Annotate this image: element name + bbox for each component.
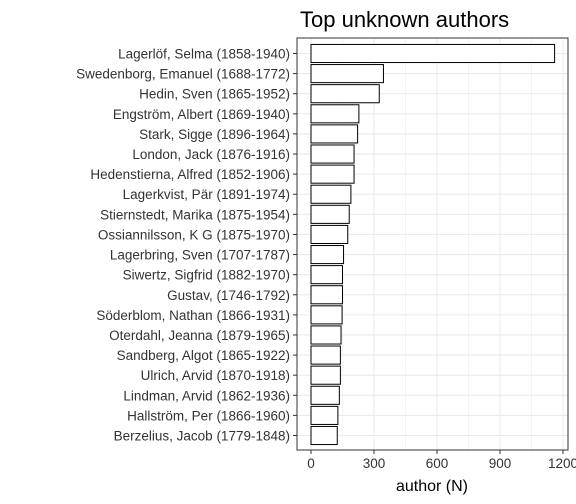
bar — [310, 385, 340, 405]
bar — [310, 305, 343, 325]
category-label: Lagerbring, Sven (1707-1787) — [110, 248, 290, 263]
category-label: Oterdahl, Jeanna (1879-1965) — [109, 328, 290, 343]
category-label: Berzelius, Jacob (1779-1848) — [114, 429, 290, 444]
category-label: Lagerkvist, Pär (1891-1974) — [123, 187, 290, 202]
x-tick-label: 900 — [489, 456, 512, 471]
category-label: Stiernstedt, Marika (1875-1954) — [100, 207, 290, 222]
bar — [310, 345, 341, 365]
category-label: London, Jack (1876-1916) — [132, 147, 290, 162]
x-tick-label: 0 — [307, 456, 315, 471]
bar — [310, 64, 384, 84]
x-axis-title: author (N) — [396, 478, 468, 495]
category-label: Hallström, Per (1866-1960) — [127, 408, 290, 423]
x-tick-label: 600 — [426, 456, 449, 471]
category-label: Siwertz, Sigfrid (1882-1970) — [123, 268, 290, 283]
bar — [310, 184, 352, 204]
category-label: Ulrich, Arvid (1870-1918) — [141, 368, 290, 383]
category-label: Stark, Sigge (1896-1964) — [139, 127, 290, 142]
bar — [310, 245, 345, 265]
category-label: Hedenstierna, Alfred (1852-1906) — [90, 167, 290, 182]
bar — [310, 204, 350, 224]
bar — [310, 265, 343, 285]
bars — [310, 43, 556, 446]
bar — [310, 144, 355, 164]
bar — [310, 285, 343, 305]
category-label: Lagerlöf, Selma (1858-1940) — [118, 47, 290, 62]
bar — [310, 164, 355, 184]
chart-title: Top unknown authors — [300, 7, 509, 32]
category-label: Sandberg, Algot (1865-1922) — [117, 348, 290, 363]
x-tick-label: 300 — [363, 456, 386, 471]
bar — [310, 124, 359, 144]
category-label: Swedenborg, Emanuel (1688-1772) — [76, 67, 290, 82]
bar — [310, 104, 360, 124]
category-label: Gustav, (1746-1792) — [167, 288, 290, 303]
bar — [310, 84, 380, 104]
bar — [310, 224, 349, 244]
bar — [310, 425, 338, 446]
x-axis-ticks: 0 300 600 900 1200 — [307, 450, 576, 471]
x-tick-label: 1200 — [548, 456, 576, 471]
category-label: Ossiannilsson, K G (1875-1970) — [98, 227, 290, 242]
bar — [310, 405, 339, 425]
bar — [310, 365, 341, 385]
panel-border — [296, 37, 569, 451]
category-labels: Lagerlöf, Selma (1858-1940) Swedenborg, E… — [76, 47, 297, 444]
bar — [310, 325, 342, 345]
category-label: Lindman, Arvid (1862-1936) — [123, 388, 290, 403]
category-label: Söderblom, Nathan (1866-1931) — [96, 308, 290, 323]
category-label: Hedin, Sven (1865-1952) — [139, 87, 290, 102]
category-label: Engström, Albert (1869-1940) — [113, 107, 290, 122]
bar — [310, 43, 556, 64]
